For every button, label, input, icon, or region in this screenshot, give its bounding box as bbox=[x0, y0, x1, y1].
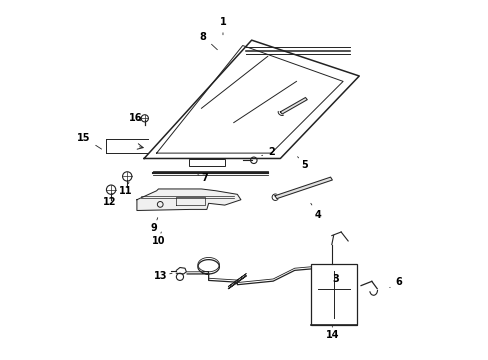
Text: 16: 16 bbox=[129, 113, 142, 123]
Bar bbox=[188, 159, 224, 166]
Text: 1: 1 bbox=[219, 17, 226, 35]
Text: 4: 4 bbox=[310, 203, 321, 220]
Text: 8: 8 bbox=[200, 32, 217, 50]
Polygon shape bbox=[137, 189, 241, 211]
Text: 15: 15 bbox=[77, 133, 102, 149]
Text: 11: 11 bbox=[119, 182, 133, 197]
Text: 14: 14 bbox=[325, 326, 338, 340]
Text: 5: 5 bbox=[297, 157, 307, 170]
Text: 7: 7 bbox=[198, 173, 208, 183]
Text: 6: 6 bbox=[389, 277, 401, 288]
Bar bbox=[310, 264, 357, 325]
Text: 3: 3 bbox=[332, 274, 339, 284]
Text: 13: 13 bbox=[153, 271, 172, 281]
Text: 9: 9 bbox=[150, 218, 158, 233]
Polygon shape bbox=[274, 177, 332, 199]
Text: 2: 2 bbox=[261, 147, 274, 157]
Polygon shape bbox=[280, 98, 306, 114]
Text: 10: 10 bbox=[151, 232, 165, 246]
Text: 12: 12 bbox=[103, 194, 117, 207]
